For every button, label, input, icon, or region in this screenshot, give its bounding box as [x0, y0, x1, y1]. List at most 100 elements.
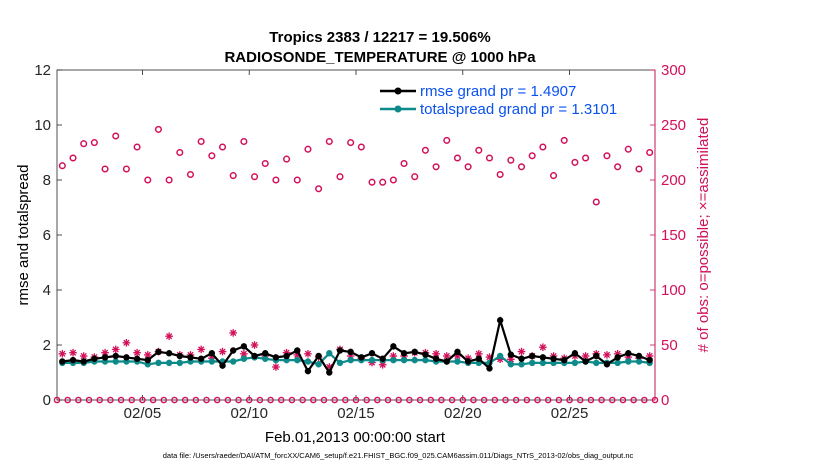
- totalspread-point: [593, 359, 600, 367]
- rmse-point: [561, 356, 568, 364]
- possible-point: [496, 170, 504, 179]
- totalspread-point: [262, 355, 269, 362]
- rmse-point: [304, 367, 312, 375]
- possible-point: [69, 154, 77, 162]
- legend-rmse-label: rmse grand pr = 1.4907: [420, 83, 576, 100]
- assimilated-point: [442, 352, 451, 360]
- y-tick-right-label: 150: [661, 227, 686, 244]
- y-tick-left-label: 10: [34, 117, 51, 134]
- possible-point: [283, 155, 291, 163]
- assimilated-point: [272, 363, 280, 371]
- rmse-point: [625, 350, 632, 357]
- y-tick-left-label: 8: [43, 172, 51, 189]
- rmse-point: [69, 356, 77, 364]
- y-tick-left-label: 12: [34, 62, 51, 79]
- possible-point: [154, 125, 162, 133]
- zero-count-point: [245, 396, 253, 404]
- rmse-point: [187, 354, 194, 361]
- zero-count-point: [502, 396, 509, 404]
- possible-point: [336, 173, 344, 181]
- totalspread-point: [240, 355, 248, 362]
- legend-rmse-marker: [394, 87, 402, 95]
- possible-point: [357, 143, 365, 151]
- zero-count-point: [363, 396, 370, 404]
- rmse-point: [229, 347, 237, 354]
- zero-count-point: [203, 396, 210, 404]
- possible-point: [539, 143, 547, 151]
- zero-count-point: [395, 396, 403, 404]
- assimilated-point: [378, 361, 387, 369]
- rmse-point: [582, 358, 589, 365]
- totalspread-point: [539, 359, 547, 367]
- zero-count-point: [85, 396, 93, 404]
- x-tick-label: 02/20: [444, 405, 482, 422]
- assimilated-point: [475, 350, 483, 358]
- zero-count-point: [181, 396, 189, 404]
- rmse-point: [59, 358, 66, 365]
- rmse-point: [443, 358, 450, 365]
- x-tick-label: 02/25: [551, 405, 589, 422]
- rmse-point: [101, 354, 109, 361]
- rmse-point: [272, 354, 280, 361]
- rmse-point: [390, 343, 397, 350]
- possible-point: [133, 143, 141, 151]
- assimilated-point: [250, 341, 259, 349]
- totalspread-point: [294, 356, 301, 364]
- possible-point: [646, 148, 654, 157]
- possible-point: [272, 176, 280, 184]
- zero-count-point: [512, 396, 520, 404]
- rmse-point: [507, 351, 515, 358]
- possible-point: [379, 178, 387, 186]
- rmse-point: [283, 352, 290, 360]
- zero-count-point: [309, 396, 317, 404]
- totalspread-point: [347, 356, 354, 364]
- rmse-point: [262, 350, 269, 357]
- totalspread-point: [454, 358, 461, 365]
- totalspread-point: [208, 358, 216, 365]
- y-tick-right-label: 200: [661, 172, 686, 189]
- rmse-point: [603, 361, 611, 368]
- rmse-point: [496, 317, 504, 324]
- possible-point: [614, 163, 622, 171]
- possible-point: [560, 136, 568, 144]
- zero-count-point: [619, 396, 627, 404]
- y-tick-left-label: 0: [43, 392, 51, 409]
- possible-point: [304, 145, 312, 153]
- totalspread-point: [571, 359, 579, 367]
- series-rmse: [59, 316, 653, 376]
- zero-count-point: [331, 396, 338, 404]
- zero-count-point: [53, 396, 61, 404]
- totalspread-point: [422, 356, 429, 364]
- zero-count-point: [288, 396, 296, 404]
- rmse-point: [123, 354, 130, 361]
- assimilated-point: [603, 351, 611, 359]
- totalspread-point: [315, 361, 322, 368]
- possible-point: [443, 136, 451, 144]
- totalspread-point: [518, 361, 525, 368]
- rmse-point: [176, 352, 184, 360]
- totalspread-point: [336, 359, 344, 367]
- possible-point: [144, 176, 152, 184]
- zero-count-point: [384, 396, 392, 404]
- possible-point: [315, 185, 323, 193]
- y-tick-left-label: 2: [43, 337, 51, 354]
- assimilated-point: [229, 329, 237, 337]
- rmse-point: [251, 352, 258, 360]
- y-axis-right: 0 50 100 150 200 250 300: [650, 62, 686, 409]
- totalspread-point: [176, 359, 184, 367]
- assimilated-point: [122, 339, 131, 347]
- chart-subtitle: RADIOSONDE_TEMPERATURE @ 1000 hPa: [224, 49, 536, 66]
- zero-count-point: [630, 396, 637, 404]
- zero-count-point: [342, 396, 349, 404]
- rmse-point: [528, 352, 536, 360]
- possible-point: [485, 154, 494, 162]
- rmse-point: [614, 354, 621, 361]
- possible-point: [229, 172, 237, 180]
- y-tick-right-label: 50: [661, 337, 678, 354]
- assimilated-point: [58, 350, 67, 358]
- rmse-point: [80, 358, 87, 365]
- assimilated-point: [197, 345, 205, 354]
- rmse-point: [219, 362, 226, 369]
- totalspread-point: [304, 358, 312, 365]
